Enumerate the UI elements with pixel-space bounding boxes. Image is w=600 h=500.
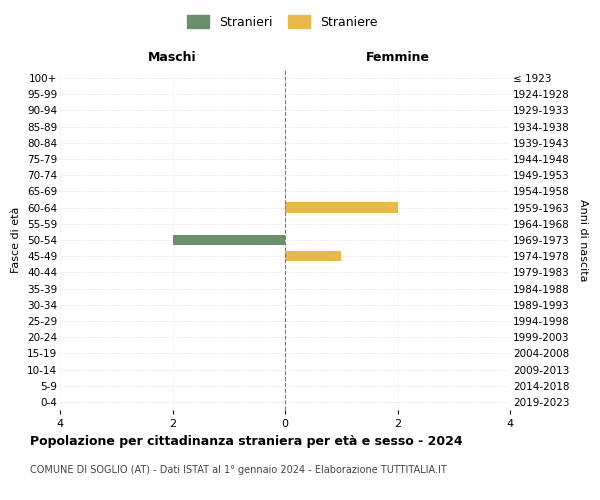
- Bar: [173, 234, 285, 246]
- Text: Femmine: Femmine: [365, 52, 430, 64]
- Text: Maschi: Maschi: [148, 52, 197, 64]
- Bar: [285, 202, 398, 213]
- Text: Popolazione per cittadinanza straniera per età e sesso - 2024: Popolazione per cittadinanza straniera p…: [30, 435, 463, 448]
- Y-axis label: Anni di nascita: Anni di nascita: [578, 198, 588, 281]
- Bar: [285, 251, 341, 262]
- Y-axis label: Fasce di età: Fasce di età: [11, 207, 22, 273]
- Text: COMUNE DI SOGLIO (AT) - Dati ISTAT al 1° gennaio 2024 - Elaborazione TUTTITALIA.: COMUNE DI SOGLIO (AT) - Dati ISTAT al 1°…: [30, 465, 447, 475]
- Legend: Stranieri, Straniere: Stranieri, Straniere: [183, 11, 381, 32]
